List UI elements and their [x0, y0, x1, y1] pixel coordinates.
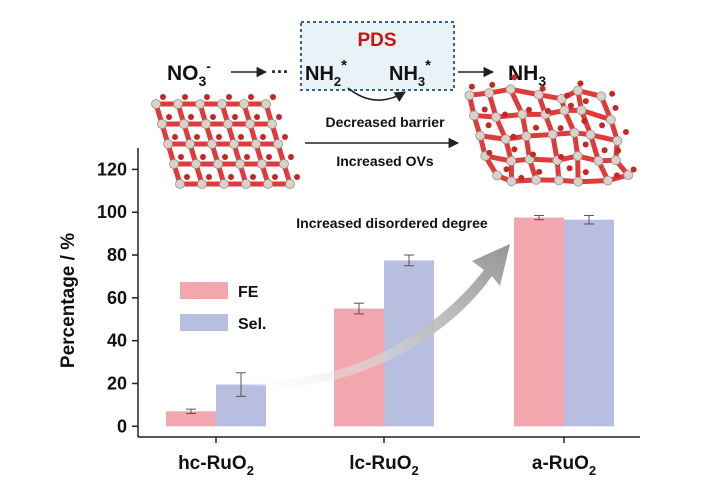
intermediate-nh3: NH3* [389, 57, 431, 89]
x-tick-label-1: hc-RuO2 [178, 453, 254, 478]
y-tick-label-0: 0 [117, 416, 127, 436]
error-bar-fe-3 [534, 214, 544, 221]
intermediate-nh2: NH2* [305, 57, 347, 89]
legend-swatch-sel [180, 314, 228, 331]
ellipsis: ··· [271, 62, 289, 82]
y-tick-label-120: 120 [97, 159, 127, 179]
axes-layer: hc-RuO2 lc-RuO2 a-RuO2 0 20 40 60 80 100 120 [97, 148, 640, 478]
bar-sel-3 [564, 219, 614, 427]
disorder-text: Increased disordered degree [296, 215, 488, 231]
amorphous-ruo2-structure [464, 74, 637, 187]
error-bar-sel-1 [236, 372, 246, 397]
error-bar-fe-1 [186, 408, 196, 414]
y-tick-label-20: 20 [107, 373, 127, 393]
error-bars-layer [186, 214, 594, 414]
legend-swatch-fe [180, 282, 228, 299]
bar-fe-3 [514, 217, 564, 427]
curved-arrow [347, 87, 406, 102]
reactant-label: NO3- [167, 58, 211, 89]
y-tick-label-40: 40 [107, 331, 127, 351]
decreased-barrier-text: Decreased barrier [325, 114, 445, 130]
legend-label-sel: Sel. [238, 316, 266, 333]
legend-label-fe: FE [238, 284, 259, 301]
legend: FE Sel. [180, 282, 266, 333]
bars-layer [166, 217, 614, 427]
reaction-scheme: NO3- ··· PDS NH2* NH3* NH3 Decreased bar… [167, 21, 546, 169]
y-tick-label-100: 100 [97, 202, 127, 222]
disorder-trend-arrow [246, 244, 510, 387]
x-tick-label-2: lc-RuO2 [349, 453, 419, 478]
pds-label: PDS [357, 30, 396, 51]
ordered-ruo2-structure [151, 94, 300, 189]
increased-ovs-text: Increased OVs [336, 153, 433, 169]
x-tick-label-3: a-RuO2 [532, 453, 596, 478]
error-bar-sel-2 [404, 254, 414, 267]
y-tick-label-80: 80 [107, 245, 127, 265]
error-bar-fe-2 [354, 302, 364, 315]
bar-fe-1 [166, 411, 216, 427]
pds-box [300, 21, 455, 91]
chart-area: hc-RuO2 lc-RuO2 a-RuO2 0 20 40 60 80 100 120 Perc… [58, 148, 640, 478]
y-tick-label-60: 60 [107, 288, 127, 308]
error-bar-sel-3 [584, 214, 594, 225]
y-axis-label: Percentage / % [58, 233, 79, 368]
